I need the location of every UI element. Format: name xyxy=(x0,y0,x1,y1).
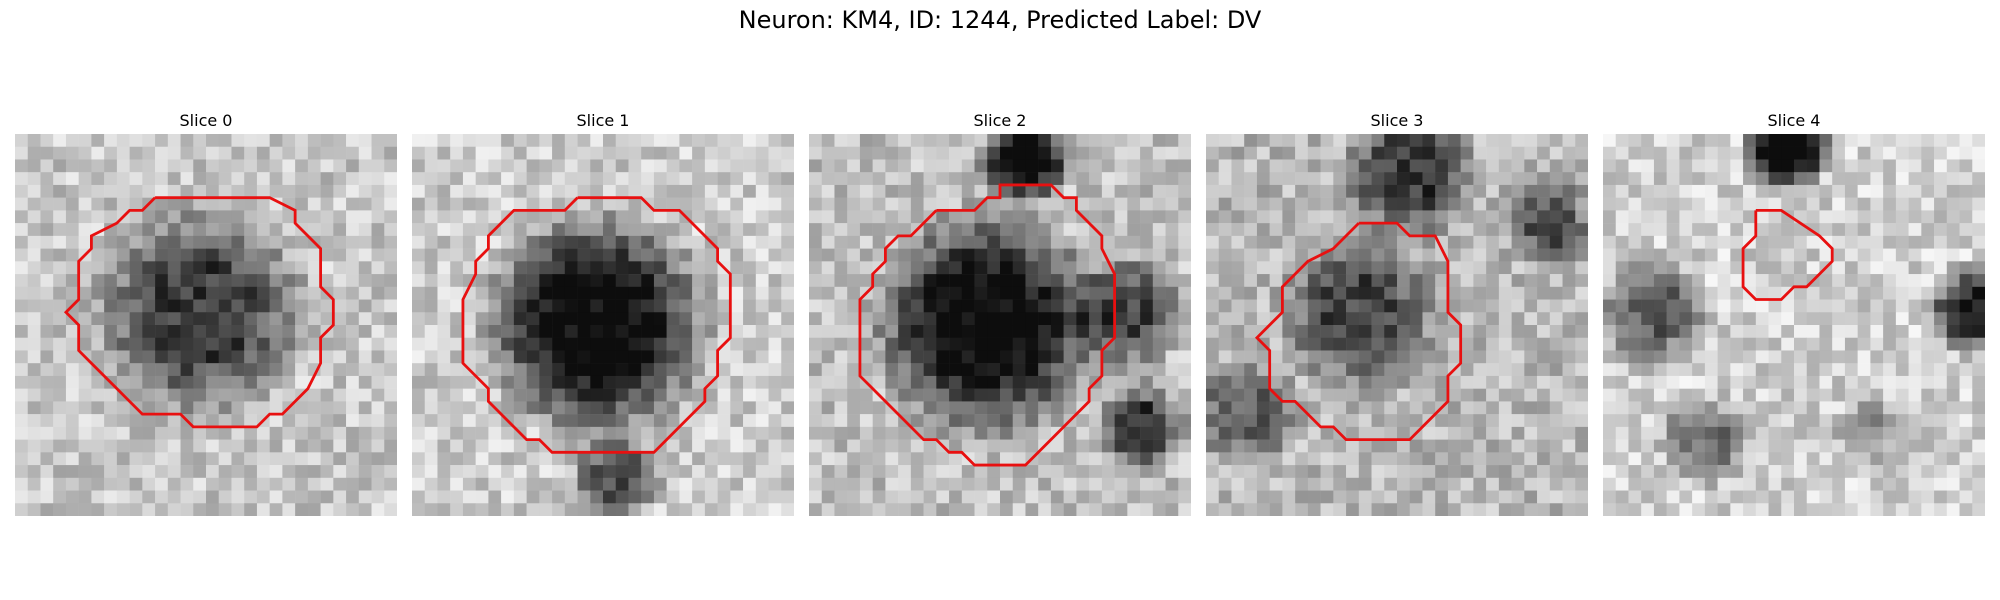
panel-slice-3: Slice 3 xyxy=(1206,108,1588,516)
slice-image xyxy=(412,134,794,516)
panel-slice-4: Slice 4 xyxy=(1603,108,1985,516)
figure-title: Neuron: KM4, ID: 1244, Predicted Label: … xyxy=(738,6,1262,34)
grayscale-pixels xyxy=(809,134,1191,516)
grayscale-pixels xyxy=(412,134,794,516)
roi-contour xyxy=(1254,221,1463,442)
roi-contour xyxy=(1741,208,1834,301)
panel-slice-1: Slice 1 xyxy=(412,108,794,516)
panel-title: Slice 3 xyxy=(1370,111,1424,130)
grayscale-pixels xyxy=(15,134,397,516)
grayscale-pixels xyxy=(1603,134,1985,516)
roi-contour xyxy=(63,196,335,429)
slice-image xyxy=(1603,134,1985,516)
panel-title: Slice 1 xyxy=(576,111,630,130)
roi-contour xyxy=(858,183,1117,467)
panel-title: Slice 0 xyxy=(179,111,233,130)
panel-title: Slice 4 xyxy=(1767,111,1821,130)
roi-contour xyxy=(461,196,732,454)
slice-image xyxy=(1206,134,1588,516)
slice-image xyxy=(809,134,1191,516)
slice-image xyxy=(15,134,397,516)
panel-slice-0: Slice 0 xyxy=(15,108,397,516)
panel-title: Slice 2 xyxy=(973,111,1027,130)
grayscale-pixels xyxy=(1206,134,1588,516)
panel-slice-2: Slice 2 xyxy=(809,108,1191,516)
